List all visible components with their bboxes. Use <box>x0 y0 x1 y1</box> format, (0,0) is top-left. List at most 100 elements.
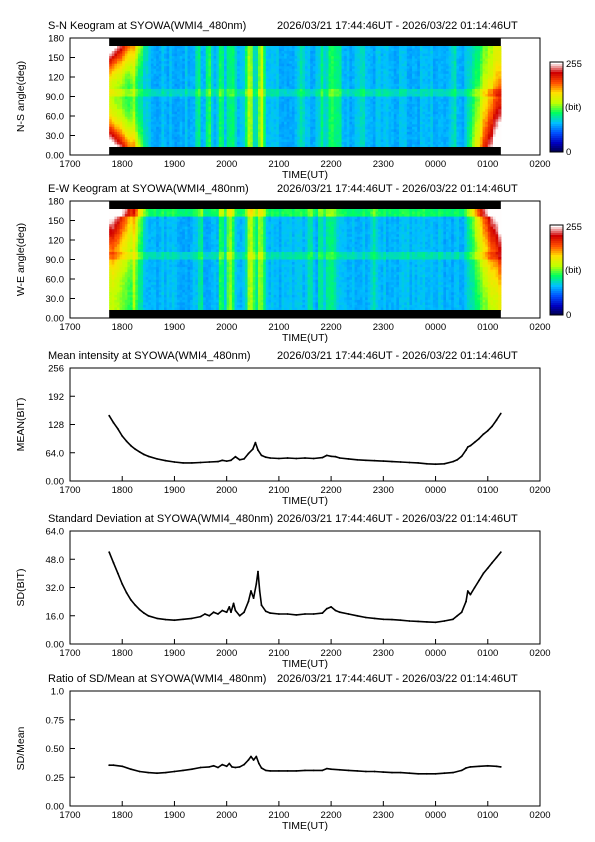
data-point <box>251 448 254 451</box>
data-point <box>252 759 255 761</box>
data-point <box>230 611 232 614</box>
x-tick-label: 1800 <box>112 159 133 170</box>
data-point <box>408 620 411 622</box>
data-point <box>260 767 263 769</box>
data-point <box>338 611 341 614</box>
colorbar-max-label: 255 <box>566 222 582 233</box>
keogram-image <box>109 38 502 155</box>
data-point <box>460 769 463 772</box>
y-tick-label: 180 <box>48 34 64 45</box>
data-point <box>465 600 467 603</box>
data-point <box>417 772 419 775</box>
data-point <box>138 451 141 453</box>
data-point <box>408 461 411 464</box>
panel-time-range: 2026/03/21 17:44:46UT - 2026/03/22 01:14… <box>277 513 518 525</box>
line-panel-2: Mean intensity at SYOWA(WMI4_480nm) 2026/… <box>15 350 551 507</box>
plot-frame <box>69 367 541 482</box>
data-point <box>156 458 158 460</box>
data-point <box>466 590 469 592</box>
x-tick-label: 2200 <box>321 648 342 659</box>
data-point <box>473 586 476 589</box>
keogram-panel-0: S-N Keogram at SYOWA(WMI4_480nm) 2026/03/… <box>15 20 582 181</box>
x-tick-label: 2000 <box>216 485 237 496</box>
data-point <box>391 618 393 621</box>
series-line <box>108 551 502 624</box>
data-point <box>426 462 428 465</box>
x-tick-label: 2000 <box>216 322 237 333</box>
x-tick-label: 2300 <box>373 485 394 496</box>
data-point <box>495 419 498 421</box>
data-point <box>243 763 246 766</box>
data-point <box>258 762 260 765</box>
x-tick-label: 1800 <box>112 485 133 496</box>
x-tick-label: 1800 <box>112 648 133 659</box>
data-point <box>231 766 233 768</box>
data-point <box>182 462 185 464</box>
data-point <box>117 572 119 575</box>
x-tick-label: 1900 <box>164 648 185 659</box>
data-point <box>247 452 250 455</box>
colorbar-max-label: 255 <box>566 59 582 70</box>
data-point <box>391 771 393 774</box>
y-tick-label: 60.0 <box>46 112 65 123</box>
x-tick-label: 0100 <box>477 159 498 170</box>
data-point <box>121 583 124 585</box>
data-point <box>286 457 289 459</box>
data-point <box>238 614 241 617</box>
data-point <box>225 765 228 768</box>
data-point <box>217 613 219 615</box>
x-tick-label: 0000 <box>425 810 446 821</box>
data-point <box>108 551 111 554</box>
data-point <box>478 765 480 768</box>
y-tick-label: 30.0 <box>46 294 65 305</box>
data-point <box>486 567 489 569</box>
data-point <box>269 770 272 772</box>
y-tick-label: 90.0 <box>46 255 65 266</box>
y-axis-label: N-S angle(deg) <box>15 61 27 132</box>
data-point <box>347 613 350 615</box>
data-point <box>482 433 485 436</box>
data-point <box>117 428 119 430</box>
data-point <box>225 460 228 462</box>
data-point <box>334 455 337 458</box>
data-point <box>469 593 472 596</box>
data-point <box>130 599 132 601</box>
data-point <box>478 579 480 582</box>
data-point <box>499 551 502 554</box>
data-point <box>278 457 280 460</box>
data-point <box>130 444 132 447</box>
data-point <box>473 441 476 444</box>
data-point <box>499 766 502 768</box>
data-point <box>121 765 124 768</box>
data-point <box>232 602 235 605</box>
data-point <box>365 770 367 773</box>
x-tick-label: 2200 <box>321 810 342 821</box>
y-tick-label: 150 <box>48 53 64 64</box>
data-point <box>382 771 385 773</box>
data-point <box>356 770 359 772</box>
data-point <box>269 457 272 459</box>
data-point <box>234 609 237 612</box>
data-point <box>173 461 176 463</box>
data-point <box>434 463 437 466</box>
y-axis-label: MEAN(BIT) <box>15 398 27 452</box>
x-tick-label: 0100 <box>477 485 498 496</box>
x-tick-label: 2300 <box>373 322 394 333</box>
data-point <box>321 456 324 459</box>
y-tick-label: 0.00 <box>46 477 65 488</box>
data-point <box>399 461 402 463</box>
data-point <box>325 454 328 457</box>
data-point <box>426 772 428 775</box>
data-point <box>121 435 124 437</box>
x-tick-label: 0200 <box>529 485 550 496</box>
data-point <box>147 455 150 458</box>
data-point <box>312 613 315 615</box>
colorbar: 255 (bit) 0 <box>549 222 582 321</box>
panel-title: Mean intensity at SYOWA(WMI4_480nm) <box>48 350 251 362</box>
x-axis-label: TIME(UT) <box>282 332 328 344</box>
data-point <box>452 771 454 774</box>
x-tick-label: 0200 <box>529 648 550 659</box>
data-point <box>443 772 446 775</box>
keogram-panel-1: E-W Keogram at SYOWA(WMI4_480nm) 2026/03/… <box>15 183 582 344</box>
